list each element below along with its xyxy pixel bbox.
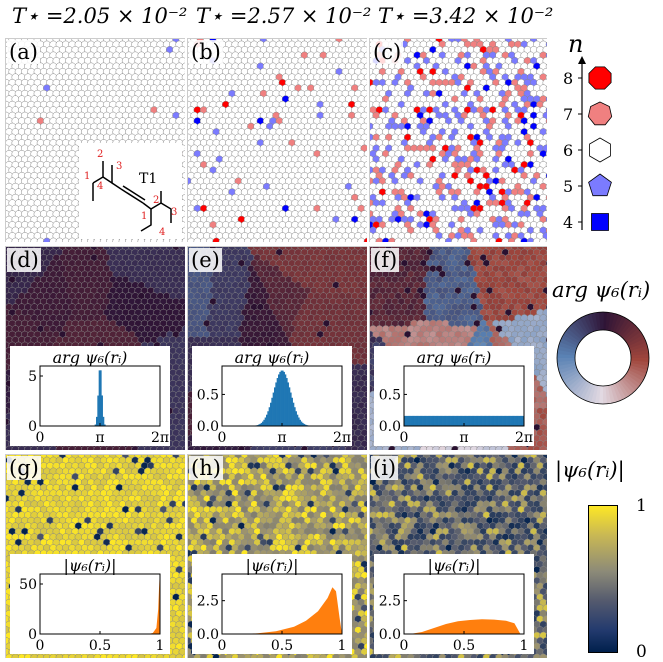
atom-number: 2 <box>153 195 159 206</box>
x-tick-label: 0.5 <box>453 638 475 654</box>
histogram-frame <box>40 574 160 634</box>
pentagon-icon <box>589 174 612 196</box>
x-tick-label: π <box>277 430 286 446</box>
histogram-area <box>40 579 160 634</box>
y-tick-label: 50 <box>19 577 37 593</box>
atom-number: 2 <box>97 149 103 160</box>
molecule-diagram: T1 1 2 3 4 1 2 3 4 <box>79 143 182 239</box>
square-icon <box>592 214 609 231</box>
octagon-icon <box>589 67 611 89</box>
legend-tick-label: 5 <box>563 177 573 196</box>
x-tick-label: 1 <box>520 638 529 654</box>
legend-tick-label: 6 <box>563 141 573 160</box>
panel-label-h: (h) <box>189 456 223 480</box>
y-tick-label: 0.0 <box>197 419 219 435</box>
x-tick-label: 2π <box>333 430 351 446</box>
panel-label-b: (b) <box>189 40 223 64</box>
colorbar-max-label: 1 <box>636 496 647 516</box>
axis-label-n: n <box>568 30 583 58</box>
panel-label-i: (i) <box>371 456 398 480</box>
y-tick-label: 0.5 <box>197 387 219 403</box>
panel-label-d: (d) <box>7 248 41 272</box>
y-tick-label: 0 <box>28 419 37 435</box>
y-tick-label: 2.5 <box>379 594 401 610</box>
y-tick-label: 0 <box>28 627 37 643</box>
y-tick-label: 0.0 <box>379 627 401 643</box>
coordination-legend-plot: n 8 7 6 5 4 <box>560 30 630 240</box>
x-tick-label: 0.5 <box>89 638 111 654</box>
inset-title: |ψ₆(rᵢ)| <box>192 556 352 575</box>
atom-number: 3 <box>171 207 177 218</box>
legend-tick-label: 4 <box>563 213 573 232</box>
hexagon-icon <box>590 138 611 162</box>
legend-tick-label: 7 <box>563 105 573 124</box>
panel-label-f: (f) <box>371 248 399 272</box>
atom-number: 1 <box>84 171 90 182</box>
abs-colorbar-title: |ψ₆(rᵢ)| <box>555 458 625 482</box>
inset-title: arg ψ₆(rᵢ) <box>10 348 170 367</box>
x-tick-label: 1 <box>338 638 347 654</box>
x-tick-label: π <box>95 430 104 446</box>
y-tick-label: 0.0 <box>197 627 219 643</box>
panel-label-g: (g) <box>7 456 41 480</box>
arg-colorwheel-title: arg ψ₆(rᵢ) <box>552 278 650 302</box>
panel-label-c: (c) <box>371 40 403 64</box>
x-tick-label: 0.5 <box>271 638 293 654</box>
heptagon-icon <box>588 102 611 125</box>
x-tick-label: 1 <box>156 638 165 654</box>
atom-number: 4 <box>97 181 103 192</box>
column-title-2: T⋆ =2.57 × 10⁻² <box>196 4 371 28</box>
molecule-inset: T1 1 2 3 4 1 2 3 4 <box>79 143 182 239</box>
arg-colorwheel <box>555 310 651 406</box>
inset-title: |ψ₆(rᵢ)| <box>374 556 534 575</box>
atom-number: 3 <box>116 161 122 172</box>
panel-label-a: (a) <box>7 40 40 64</box>
panel-label-e: (e) <box>189 248 222 272</box>
histogram-area <box>240 587 342 634</box>
x-tick-label: 2π <box>515 430 533 446</box>
abs-colorbar <box>588 505 618 653</box>
panel-c <box>369 38 547 242</box>
inset-title: |ψ₆(rᵢ)| <box>10 556 170 575</box>
colorbar-min-label: 0 <box>636 642 647 662</box>
inset-title: arg ψ₆(rᵢ) <box>374 348 534 367</box>
particle-field <box>187 38 367 242</box>
histogram-area <box>410 619 520 634</box>
atom-number: 4 <box>159 227 165 238</box>
column-title-1: T⋆ =2.05 × 10⁻² <box>12 4 187 28</box>
x-tick-label: π <box>459 430 468 446</box>
panel-b <box>187 38 367 242</box>
column-title-3: T⋆ =3.42 × 10⁻² <box>378 4 553 28</box>
particle-field <box>369 38 547 242</box>
y-tick-label: 0.5 <box>379 387 401 403</box>
x-tick-label: 2π <box>151 430 169 446</box>
legend-tick-label: 8 <box>563 69 573 88</box>
coordination-legend: n 8 7 6 5 4 <box>560 30 620 240</box>
y-tick-label: 2.5 <box>197 594 219 610</box>
y-tick-label: 0.0 <box>379 419 401 435</box>
y-tick-label: 5 <box>28 369 37 385</box>
atom-number: 1 <box>141 211 147 222</box>
inset-title: arg ψ₆(rᵢ) <box>192 348 352 367</box>
molecule-label: T1 <box>139 171 157 187</box>
